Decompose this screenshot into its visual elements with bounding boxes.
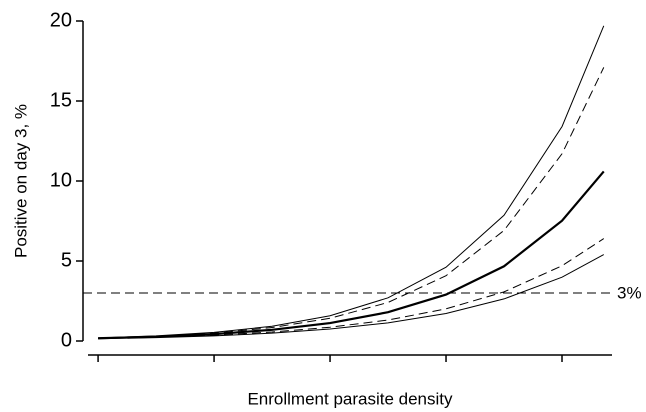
y-tick-label: 20	[50, 9, 72, 31]
y-tick-label: 5	[61, 249, 72, 271]
line-series	[98, 238, 605, 339]
x-axis-label: Enrollment parasite density	[247, 389, 453, 408]
line-series	[98, 25, 605, 339]
y-axis-label: Positive on day 3, %	[11, 104, 30, 258]
reference-label: 3%	[617, 283, 642, 302]
y-tick-label: 15	[50, 89, 72, 111]
line-series	[98, 170, 605, 340]
y-tick-label: 0	[61, 329, 72, 351]
line-series	[98, 67, 605, 339]
line-series	[98, 254, 604, 340]
y-tick-label: 10	[50, 169, 72, 191]
